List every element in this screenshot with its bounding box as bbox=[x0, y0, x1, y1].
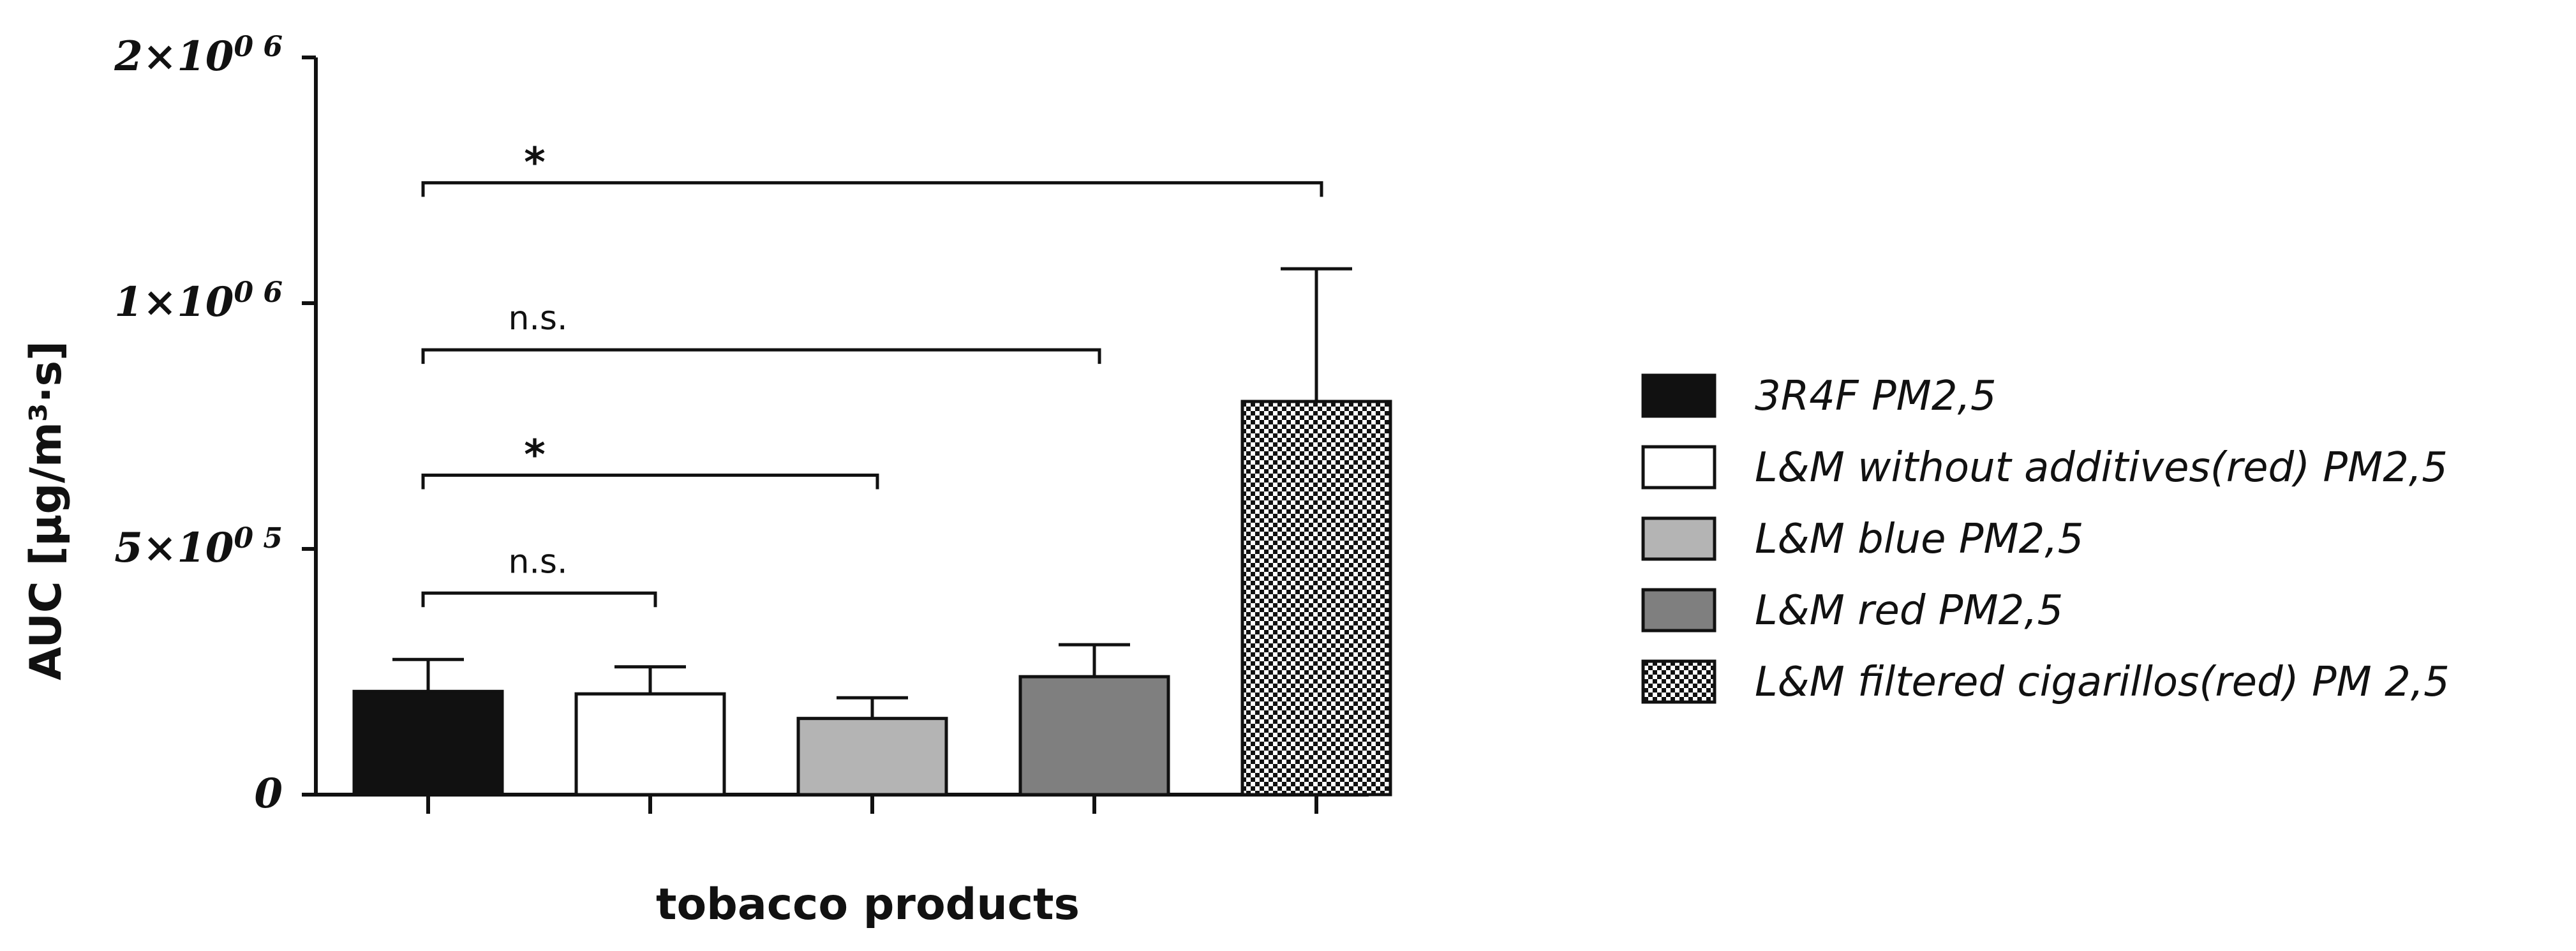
bar-5 bbox=[1240, 400, 1392, 797]
significance-label-4: * bbox=[524, 139, 545, 186]
legend-swatch-5 bbox=[1641, 659, 1716, 704]
legend-label-1: 3R4F PM2,5 bbox=[1755, 373, 1997, 420]
y-tick-label: 5×100 5 bbox=[114, 522, 283, 572]
significance-bracket-2 bbox=[421, 474, 879, 490]
y-axis-title: AUC [µg/m³·s] bbox=[21, 341, 71, 680]
plot-area: 0 5×100 5 1×100 6 2×100 6 n.s. * n.s. * bbox=[114, 31, 1392, 818]
significance-bracket-1 bbox=[421, 591, 657, 608]
y-tick-label: 0 bbox=[254, 770, 283, 818]
legend-label-2: L&M without additives(red) PM2,5 bbox=[1755, 444, 2448, 491]
legend: 3R4F PM2,5 L&M without additives(red) PM2… bbox=[1641, 373, 2450, 706]
legend-swatch-2 bbox=[1641, 445, 1716, 490]
bar-2 bbox=[574, 692, 726, 797]
bar-4 bbox=[1018, 675, 1170, 797]
significance-bracket-3 bbox=[421, 348, 1101, 364]
x-axis-title: tobacco products bbox=[656, 880, 1080, 930]
legend-label-3: L&M blue PM2,5 bbox=[1755, 516, 2083, 563]
bar-3 bbox=[796, 717, 948, 797]
significance-bracket-4 bbox=[421, 181, 1323, 197]
significance-label-1: n.s. bbox=[508, 543, 567, 581]
bar-1 bbox=[352, 689, 504, 797]
legend-swatch-1 bbox=[1641, 373, 1716, 418]
legend-swatch-4 bbox=[1641, 588, 1716, 633]
legend-label-4: L&M red PM2,5 bbox=[1755, 587, 2063, 634]
legend-swatch-3 bbox=[1641, 516, 1716, 561]
significance-label-2: * bbox=[524, 432, 545, 479]
legend-label-5: L&M filtered cigarillos(red) PM 2,5 bbox=[1755, 659, 2450, 706]
significance-label-3: n.s. bbox=[508, 299, 567, 338]
y-tick-label: 2×100 6 bbox=[114, 31, 283, 80]
y-tick-label: 1×100 6 bbox=[114, 276, 283, 326]
